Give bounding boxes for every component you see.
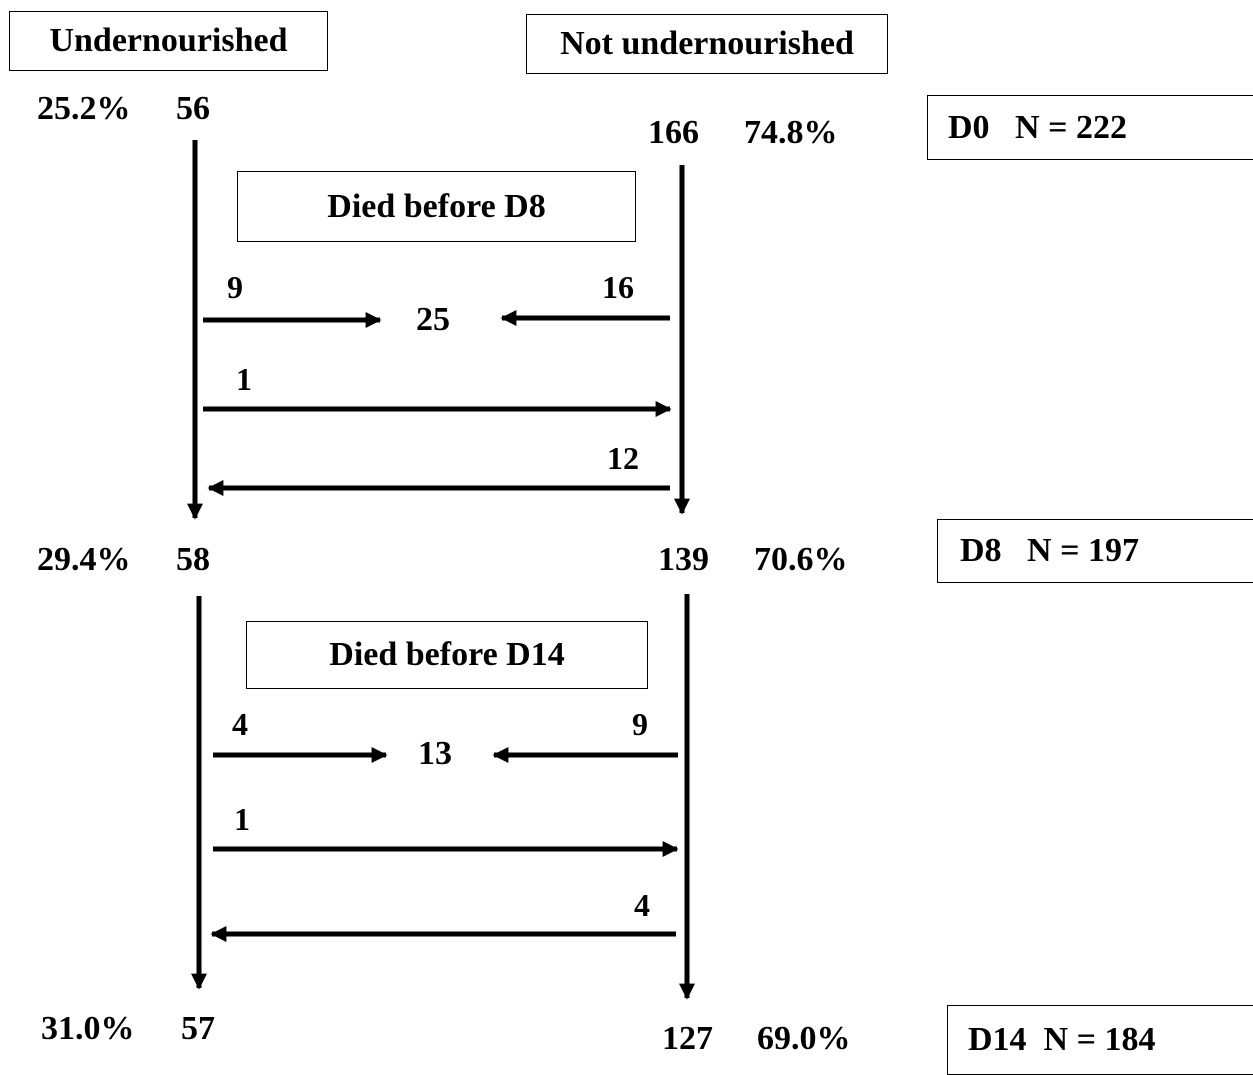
p1-died-from-not: 16 (602, 269, 634, 305)
d14-under-pct: 31.0% (41, 1010, 135, 1047)
p2-died-from-under: 4 (232, 706, 248, 742)
d14-under-n: 57 (181, 1010, 215, 1047)
p1-under-to-not: 1 (236, 361, 252, 397)
timepoint-d8-label: D8 N = 197 (960, 532, 1139, 569)
undernourished-header: Undernourished (9, 11, 328, 71)
p2-died-from-not: 9 (632, 706, 648, 742)
d0-under-n: 56 (176, 90, 210, 127)
d8-under-pct: 29.4% (37, 541, 131, 578)
p2-under-to-not: 1 (234, 801, 250, 837)
d0-not-n: 166 (648, 114, 699, 151)
not-undernourished-header-label: Not undernourished (560, 25, 854, 62)
d14-not-n: 127 (662, 1020, 713, 1057)
d8-not-pct: 70.6% (754, 541, 848, 578)
d14-not-pct: 69.0% (757, 1020, 851, 1057)
timepoint-d8-box: D8 N = 197 (937, 519, 1253, 583)
d8-under-n: 58 (176, 541, 210, 578)
not-undernourished-header: Not undernourished (526, 14, 888, 74)
undernourished-header-label: Undernourished (49, 22, 288, 59)
d0-not-pct: 74.8% (744, 114, 838, 151)
timepoint-d14-box: D14 N = 184 (947, 1005, 1253, 1075)
timepoint-d0-box: D0 N = 222 (927, 95, 1253, 160)
p2-not-to-under: 4 (634, 887, 650, 923)
p1-died-from-under: 9 (227, 269, 243, 305)
p1-not-to-under: 12 (607, 440, 639, 476)
died-before-d8-label: Died before D8 (327, 187, 546, 225)
died-before-d14-box: Died before D14 (246, 621, 648, 689)
p1-died-total: 25 (416, 301, 450, 338)
timepoint-d14-label: D14 N = 184 (968, 1021, 1156, 1058)
died-before-d8-box: Died before D8 (237, 171, 636, 242)
d0-under-pct: 25.2% (37, 90, 131, 127)
p2-died-total: 13 (418, 735, 452, 772)
died-before-d14-label: Died before D14 (329, 636, 565, 673)
d8-not-n: 139 (658, 541, 709, 578)
timepoint-d0-label: D0 N = 222 (948, 108, 1127, 146)
